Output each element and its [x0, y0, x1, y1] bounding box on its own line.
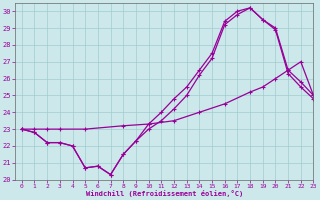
X-axis label: Windchill (Refroidissement éolien,°C): Windchill (Refroidissement éolien,°C): [86, 190, 243, 197]
